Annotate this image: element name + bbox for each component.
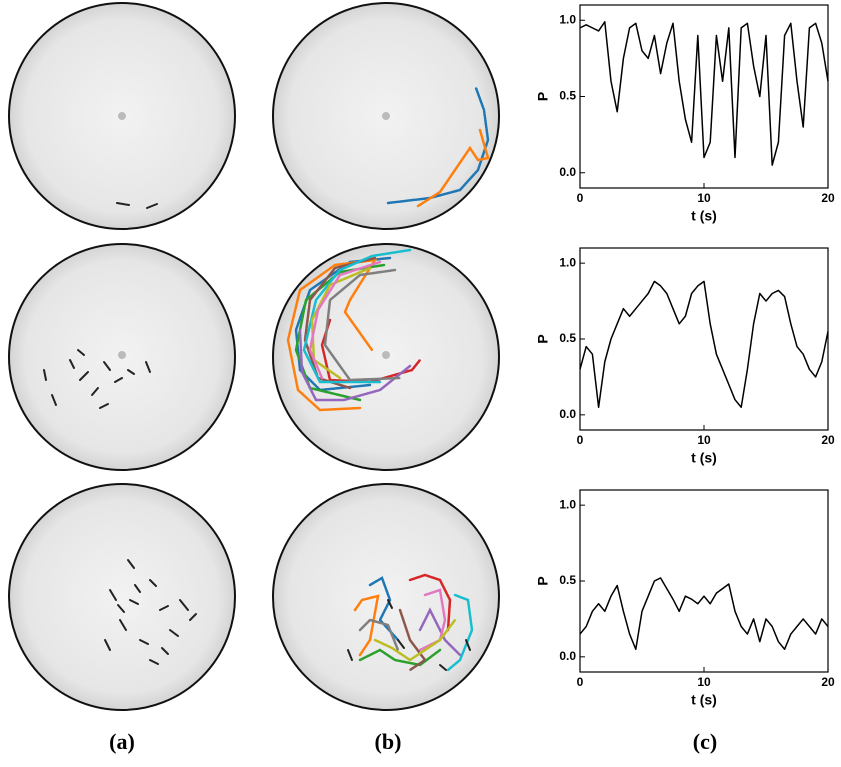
data-line xyxy=(579,280,829,408)
x-axis-label: t (s) xyxy=(691,208,717,224)
data-line xyxy=(579,577,829,650)
x-tick-label: 20 xyxy=(821,433,835,447)
x-tick-label: 10 xyxy=(697,191,711,205)
x-tick-label: 20 xyxy=(821,191,835,205)
panel-label: (b) xyxy=(375,729,402,754)
trajectories xyxy=(286,248,422,412)
y-tick-label: 0.0 xyxy=(559,165,576,179)
panel-label: (a) xyxy=(109,729,135,754)
fish xyxy=(116,202,158,209)
dish xyxy=(8,483,236,711)
trajectories xyxy=(386,86,490,208)
x-tick-label: 0 xyxy=(577,675,584,689)
dish-center xyxy=(118,351,126,359)
y-tick-label: 0.5 xyxy=(559,89,576,103)
plot-frame xyxy=(579,247,829,431)
y-axis-label: P xyxy=(535,334,551,343)
trajectories xyxy=(353,573,474,672)
dish xyxy=(272,483,500,711)
y-tick-label: 0.5 xyxy=(559,573,576,587)
x-tick-label: 10 xyxy=(697,433,711,447)
y-tick-label: 0.0 xyxy=(559,407,576,421)
y-axis-label: P xyxy=(535,92,551,101)
data-line xyxy=(579,21,829,166)
dish-center xyxy=(382,351,390,359)
fish xyxy=(104,559,197,665)
x-tick-label: 0 xyxy=(577,433,584,447)
dishes xyxy=(8,2,500,711)
fish xyxy=(347,599,471,671)
dish-center xyxy=(118,112,126,120)
y-tick-label: 0.0 xyxy=(559,649,576,663)
fish xyxy=(43,349,151,409)
x-tick-label: 20 xyxy=(821,675,835,689)
plot-frame xyxy=(579,489,829,673)
x-tick-label: 0 xyxy=(577,191,584,205)
y-tick-label: 1.0 xyxy=(559,12,576,26)
y-tick-label: 1.0 xyxy=(559,497,576,511)
x-tick-label: 10 xyxy=(697,675,711,689)
dish-center xyxy=(382,112,390,120)
y-tick-label: 1.0 xyxy=(559,255,576,269)
y-axis-label: P xyxy=(535,576,551,585)
plot-frame xyxy=(579,4,829,189)
x-axis-label: t (s) xyxy=(691,450,717,466)
y-tick-label: 0.5 xyxy=(559,331,576,345)
x-axis-label: t (s) xyxy=(691,692,717,708)
panel-label: (c) xyxy=(693,729,717,754)
